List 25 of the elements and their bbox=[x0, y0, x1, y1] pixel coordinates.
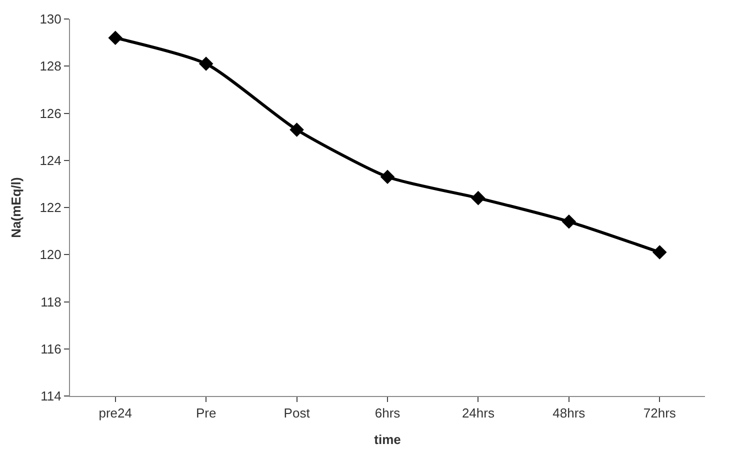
point bbox=[562, 214, 576, 229]
x-tick-label: 6hrs bbox=[374, 406, 401, 421]
y-tick-label: 130 bbox=[40, 12, 62, 27]
point bbox=[471, 190, 486, 206]
x-tick-label: Pre bbox=[196, 406, 216, 421]
y-tick-label: 116 bbox=[40, 341, 62, 356]
x-axis-title: time bbox=[374, 432, 401, 448]
x-tick-label: 48hrs bbox=[552, 406, 586, 421]
point bbox=[290, 122, 304, 137]
x-tick-label: 72hrs bbox=[643, 406, 676, 421]
point bbox=[198, 56, 214, 71]
point bbox=[652, 245, 667, 260]
x-tick-label: Post bbox=[284, 406, 310, 421]
point bbox=[380, 170, 395, 184]
y-tick-label: 118 bbox=[40, 294, 62, 310]
y-tick-label: 122 bbox=[40, 200, 62, 216]
y-tick-label: 128 bbox=[40, 58, 62, 74]
point bbox=[108, 30, 123, 45]
y-tick-label: 124 bbox=[40, 152, 62, 168]
x-tick-label: pre24 bbox=[98, 406, 132, 421]
y-axis-title: Na(mEq/l) bbox=[8, 177, 24, 238]
y-tick-label: 114 bbox=[40, 388, 62, 404]
y-tick-label: 126 bbox=[40, 106, 62, 121]
y-tick-label: 120 bbox=[40, 247, 62, 262]
x-tick-label: 24hrs bbox=[462, 406, 495, 421]
